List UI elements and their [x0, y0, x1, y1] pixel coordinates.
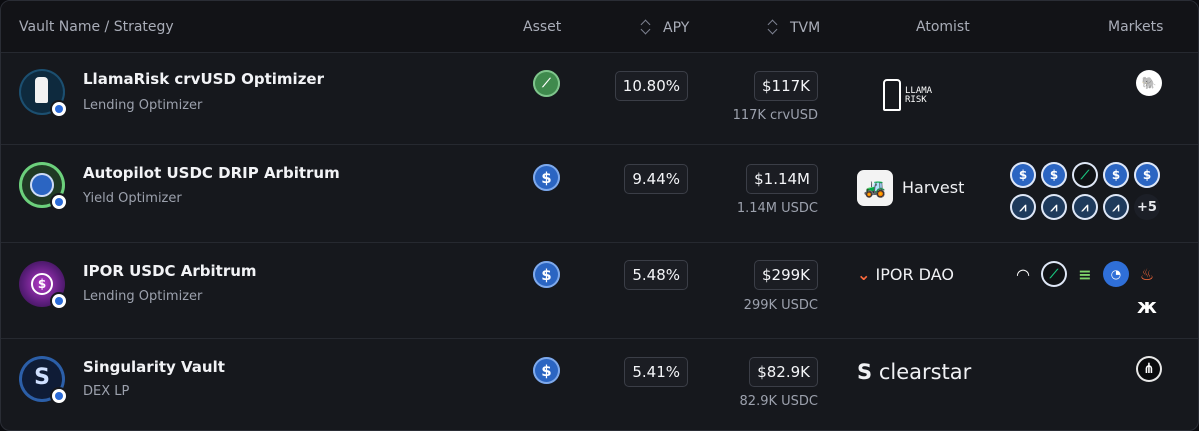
table-row[interactable]: S Singularity Vault DEX LP $ 5.41% $82.9…: [1, 339, 1198, 430]
arbitrum-market-icon[interactable]: ⩘: [1103, 194, 1129, 220]
usdc-icon: $: [533, 164, 560, 191]
usdc-market-icon[interactable]: $: [1134, 162, 1160, 188]
atomist-clearstar[interactable]: S clearstar: [857, 360, 971, 384]
atomist-name: IPOR DAO: [875, 265, 954, 284]
crvusd-icon: ⟋: [533, 70, 560, 97]
chain-badge-icon: [50, 387, 68, 405]
tvm-token-amount: 117K crvUSD: [732, 108, 818, 123]
vault-strategy: Lending Optimizer: [83, 98, 203, 113]
col-tvm[interactable]: TVM: [768, 19, 820, 36]
chain-badge-icon: [50, 292, 68, 310]
silo-market-icon[interactable]: ⟋: [1041, 261, 1067, 287]
apy-value: 9.44%: [624, 164, 688, 194]
tvm-value: $1.14M: [746, 164, 818, 194]
llama-head-icon: [883, 79, 901, 111]
tvm-token-amount: 1.14M USDC: [736, 201, 818, 216]
tvm-value: $82.9K: [749, 357, 818, 387]
tvm-value: $299K: [753, 260, 818, 290]
clearstar-s-icon: S: [857, 360, 873, 384]
arch-market-icon[interactable]: ◠: [1016, 264, 1030, 284]
table-row[interactable]: Autopilot USDC DRIP Arbitrum Yield Optim…: [1, 145, 1198, 243]
atomist-name[interactable]: Harvest: [902, 178, 965, 197]
col-markets: Markets: [1108, 19, 1164, 35]
flame-market-icon[interactable]: ♨: [1139, 264, 1155, 284]
vault-name[interactable]: Singularity Vault: [83, 358, 225, 376]
apy-value: 10.80%: [614, 71, 688, 101]
autopilot-vault-icon: [19, 162, 68, 211]
vault-strategy: Yield Optimizer: [83, 191, 182, 206]
tvm-token-amount: 82.9K USDC: [739, 394, 818, 409]
arbitrum-market-icon[interactable]: ⩘: [1041, 194, 1067, 220]
usdc-icon: $: [533, 261, 560, 288]
table-header: Vault Name / Strategy Asset APY TVM Atom…: [1, 1, 1198, 53]
atomist-ipor[interactable]: ⌄ IPOR DAO: [857, 265, 954, 284]
ipor-chevron-icon: ⌄: [857, 265, 871, 284]
tvm-token-amount: 299K USDC: [743, 298, 818, 313]
col-tvm-label: TVM: [790, 20, 821, 36]
butterfly-market-icon[interactable]: ж: [1137, 294, 1157, 318]
llamarisk-vault-icon: [19, 69, 68, 118]
apy-value: 5.48%: [624, 260, 688, 290]
ipor-vault-icon: $: [19, 261, 68, 310]
harvest-tractor-icon[interactable]: 🚜: [857, 170, 893, 206]
vault-name[interactable]: Autopilot USDC DRIP Arbitrum: [83, 164, 340, 182]
col-apy[interactable]: APY: [641, 19, 689, 36]
silo-market-icon[interactable]: ⟋: [1072, 162, 1098, 188]
sort-icon[interactable]: [641, 19, 651, 35]
usdc-market-icon[interactable]: $: [1103, 162, 1129, 188]
chain-badge-icon: [50, 193, 68, 211]
chain-badge-icon: [50, 100, 68, 118]
vault-strategy: Lending Optimizer: [83, 289, 203, 304]
arbitrum-market-icon[interactable]: ⩘: [1010, 194, 1036, 220]
llama-market-icon[interactable]: 🐘: [1136, 70, 1162, 96]
ring-market-icon[interactable]: ◔: [1103, 261, 1129, 287]
llamarisk-logo[interactable]: LLAMA RISK: [881, 79, 943, 113]
vault-name[interactable]: LlamaRisk crvUSD Optimizer: [83, 70, 324, 88]
col-apy-label: APY: [663, 20, 690, 36]
arbitrum-market-icon[interactable]: ⩘: [1072, 194, 1098, 220]
usdc-market-icon[interactable]: $: [1010, 162, 1036, 188]
more-markets-badge[interactable]: +5: [1134, 194, 1160, 220]
table-row[interactable]: LlamaRisk crvUSD Optimizer Lending Optim…: [1, 53, 1198, 145]
dex-market-icon[interactable]: ⋔: [1136, 356, 1162, 382]
usdc-icon: $: [533, 357, 560, 384]
atomist-name: clearstar: [878, 360, 972, 384]
atomist-name: LLAMA RISK: [905, 86, 933, 105]
col-vault-name[interactable]: Vault Name / Strategy: [19, 19, 174, 35]
col-asset: Asset: [523, 19, 562, 35]
tvm-value: $117K: [753, 71, 818, 101]
vault-strategy: DEX LP: [83, 384, 130, 399]
sort-icon[interactable]: [768, 19, 778, 35]
usdc-market-icon[interactable]: $: [1041, 162, 1067, 188]
apy-value: 5.41%: [624, 357, 688, 387]
table-row[interactable]: $ IPOR USDC Arbitrum Lending Optimizer $…: [1, 243, 1198, 339]
col-atomist: Atomist: [916, 19, 970, 35]
singularity-vault-icon: S: [19, 356, 68, 405]
vault-name[interactable]: IPOR USDC Arbitrum: [83, 262, 257, 280]
stripes-market-icon[interactable]: ≡: [1078, 264, 1092, 284]
